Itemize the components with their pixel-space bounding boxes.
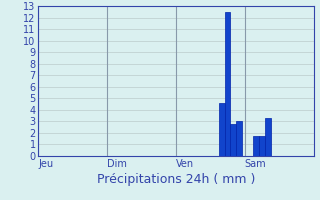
- Bar: [236, 121, 242, 156]
- Bar: [265, 118, 271, 156]
- X-axis label: Précipitations 24h ( mm ): Précipitations 24h ( mm ): [97, 173, 255, 186]
- Bar: [230, 124, 236, 156]
- Bar: [253, 136, 259, 156]
- Bar: [219, 103, 225, 156]
- Bar: [259, 136, 265, 156]
- Bar: [225, 12, 230, 156]
